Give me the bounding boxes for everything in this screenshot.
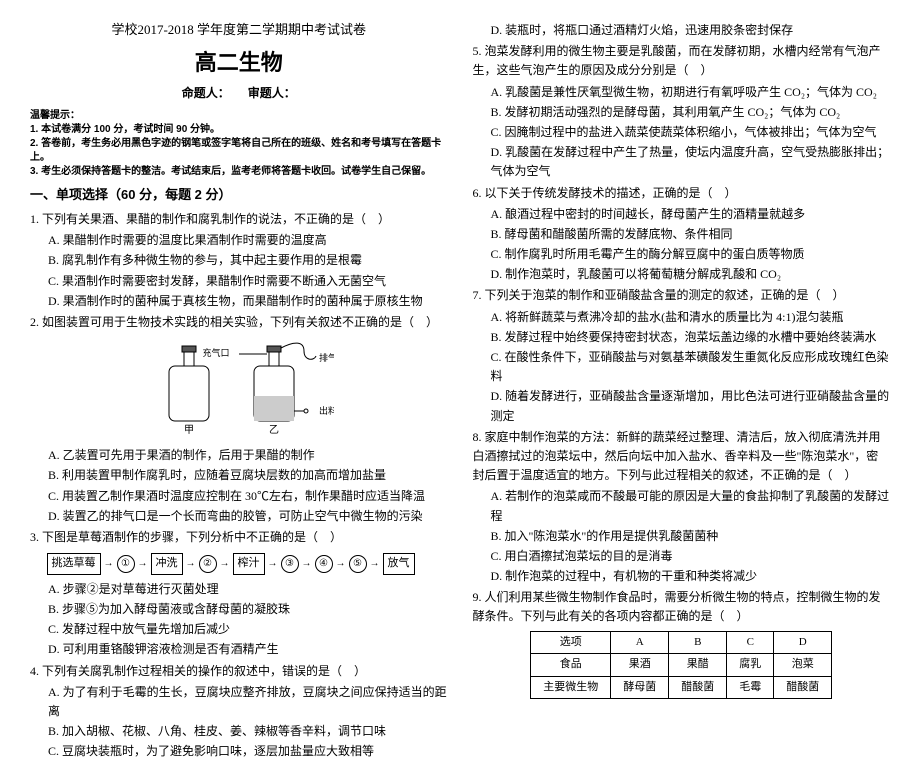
q8-a: A. 若制作的泡菜咸而不酸最可能的原因是大量的食盐抑制了乳酸菌的发酵过程 [473, 487, 891, 525]
th-3: C [727, 631, 774, 654]
hint-0: 温馨提示： [30, 109, 448, 123]
q8-b: B. 加入"陈泡菜水"的作用是提供乳酸菌菌种 [473, 527, 891, 546]
r0c2: 果醋 [669, 654, 727, 677]
hints: 温馨提示： 1. 本试卷满分 100 分，考试时间 90 分钟。 2. 答卷前，… [30, 109, 448, 179]
th-2: B [669, 631, 727, 654]
q3-stem: 3. 下图是草莓酒制作的步骤，下列分析中不正确的是（ ） [30, 528, 448, 547]
q4-a: A. 为了有利于毛霉的生长，豆腐块应整齐排放，豆腐块之间应保持适当的距离 [30, 683, 448, 721]
q7-b: B. 发酵过程中始终要保持密封状态，泡菜坛盖边缘的水槽中要始终装满水 [473, 328, 891, 347]
q3-c: C. 发酵过程中放气量先增加后减少 [30, 620, 448, 639]
q5-d: D. 乳酸菌在发酵过程中产生了热量，使坛内温度升高，空气受热膨胀排出；气体为空气 [473, 143, 891, 181]
q3-a: A. 步骤②是对草莓进行灭菌处理 [30, 580, 448, 599]
q6-d: D. 制作泡菜时，乳酸菌可以将葡萄糖分解成乳酸和 CO₂ [473, 265, 891, 284]
q2-c: C. 用装置乙制作果酒时温度应控制在 30℃左右，制作果醋时应适当降温 [30, 487, 448, 506]
flow-7: ⑤ [349, 555, 367, 573]
arrow: → [186, 556, 196, 572]
q3-b: B. 步骤⑤为加入酵母菌液或含酵母菌的凝胶珠 [30, 600, 448, 619]
header-line: 学校2017-2018 学年度第二学期期中考试试卷 [30, 20, 448, 41]
r0c0: 食品 [531, 654, 611, 677]
flow-1: ① [117, 555, 135, 573]
q7-stem: 7. 下列关于泡菜的制作和亚硝酸盐含量的测定的叙述，正确的是（ ） [473, 286, 891, 305]
q7-c: C. 在酸性条件下，亚硝酸盐与对氨基苯磺酸发生重氮化反应形成玫瑰红色染料 [473, 348, 891, 386]
r1c3: 毛霉 [727, 676, 774, 699]
flow-6: ④ [315, 555, 333, 573]
q6-b: B. 酵母菌和醋酸菌所需的发酵底物、条件相同 [473, 225, 891, 244]
label-exhaust: 排气口 [319, 352, 334, 363]
r1c0: 主要微生物 [531, 676, 611, 699]
r1c1: 酵母菌 [611, 676, 669, 699]
r0c4: 泡菜 [774, 654, 832, 677]
q2-d: D. 装置乙的排气口是一个长而弯曲的胶管，可防止空气中微生物的污染 [30, 507, 448, 526]
q5-b: B. 发酵初期活动强烈的是酵母菌，其利用氧产生 CO₂；气体为 CO₂ [473, 103, 891, 122]
label-air: 充气口 [202, 347, 229, 358]
q1-a: A. 果醋制作时需要的温度比果酒制作时需要的温度高 [30, 231, 448, 250]
label-b: 乙 [269, 424, 279, 436]
arrow: → [138, 556, 148, 572]
q4-b: B. 加入胡椒、花椒、八角、桂皮、姜、辣椒等香辛料，调节口味 [30, 722, 448, 741]
q8-c: C. 用白酒擦拭泡菜坛的目的是消毒 [473, 547, 891, 566]
label-a: 甲 [184, 425, 194, 436]
th-4: D [774, 631, 832, 654]
q1-d: D. 果酒制作时的菌种属于真核生物，而果醋制作时的菌种属于原核生物 [30, 292, 448, 311]
th-0: 选项 [531, 631, 611, 654]
flow-4: 榨汁 [233, 553, 265, 575]
hint-1: 1. 本试卷满分 100 分，考试时间 90 分钟。 [30, 123, 448, 137]
q2-stem: 2. 如图装置可用于生物技术实践的相关实验，下列有关叙述不正确的是（ ） [30, 313, 448, 332]
page-title: 高二生物 [30, 45, 448, 80]
arrow: → [104, 556, 114, 572]
q8-stem: 8. 家庭中制作泡菜的方法：新鲜的蔬菜经过整理、清洁后，放入彻底清洗并用白酒擦拭… [473, 428, 891, 486]
q6-c: C. 制作腐乳时所用毛霉产生的酶分解豆腐中的蛋白质等物质 [473, 245, 891, 264]
q8-d: D. 制作泡菜的过程中，有机物的干重和种类将减少 [473, 567, 891, 586]
arrow: → [268, 556, 278, 572]
q5-c: C. 因腌制过程中的盐进入蔬菜使蔬菜体积缩小，气体被排出；气体为空气 [473, 123, 891, 142]
flow-3: ② [199, 555, 217, 573]
q7-a: A. 将新鲜蔬菜与煮沸冷却的盐水(盐和清水的质量比为 4:1)混匀装瓶 [473, 308, 891, 327]
arrow: → [220, 556, 230, 572]
q2-figure: 甲 充气口 排气口 出料口 乙 [30, 336, 448, 442]
r0c3: 腐乳 [727, 654, 774, 677]
q7-d: D. 随着发酵进行，亚硝酸盐含量逐渐增加，用比色法可进行亚硝酸盐含量的测定 [473, 387, 891, 425]
flow-5: ③ [281, 555, 299, 573]
q1-b: B. 腐乳制作有多种微生物的参与，其中起主要作用的是根霉 [30, 251, 448, 270]
r1c2: 醋酸菌 [669, 676, 727, 699]
hint-3: 3. 考生必须保持答题卡的整洁。考试结束后，监考老师将答题卡收回。试卷学生自己保… [30, 165, 448, 179]
q6-stem: 6. 以下关于传统发酵技术的描述，正确的是（ ） [473, 184, 891, 203]
q5-stem: 5. 泡菜发酵利用的微生物主要是乳酸菌，而在发酵初期，水槽内经常有气泡产生，这些… [473, 42, 891, 80]
q2-a: A. 乙装置可先用于果酒的制作，后用于果醋的制作 [30, 446, 448, 465]
q9-stem: 9. 人们利用某些微生物制作食品时，需要分析微生物的特点，控制微生物的发酵条件。… [473, 588, 891, 626]
q1-stem: 1. 下列有关果酒、果醋的制作和腐乳制作的说法，不正确的是（ ） [30, 210, 448, 229]
q5-a: A. 乳酸菌是兼性厌氧型微生物，初期进行有氧呼吸产生 CO₂；气体为 CO₂ [473, 83, 891, 102]
subtitle: 命题人： 审题人： [30, 84, 448, 103]
flow-0: 挑选草莓 [47, 553, 101, 575]
hint-2: 2. 答卷前，考生务必用黑色字迹的钢笔或签字笔将自己所在的班级、姓名和考号填写在… [30, 137, 448, 165]
label-out: 出料口 [319, 405, 334, 416]
q3-flow: 挑选草莓 → ① → 冲洗 → ② → 榨汁 → ③ → ④ → ⑤ → 放气 [47, 553, 415, 575]
q4-c: C. 豆腐块装瓶时，为了避免影响口味，逐层加盐量应大致相等 [30, 742, 448, 761]
arrow: → [370, 556, 380, 572]
arrow: → [336, 556, 346, 572]
q2-b: B. 利用装置甲制作腐乳时，应随着豆腐块层数的加高而增加盐量 [30, 466, 448, 485]
q9-table: 选项 A B C D 食品 果酒 果醋 腐乳 泡菜 主要微生物 酵母菌 醋酸菌 … [530, 631, 832, 700]
arrow: → [302, 556, 312, 572]
section-1-head: 一、单项选择（60 分，每题 2 分） [30, 185, 448, 206]
flow-2: 冲洗 [151, 553, 183, 575]
q4-d: D. 装瓶时，将瓶口通过酒精灯火焰，迅速用胶条密封保存 [473, 21, 891, 40]
th-1: A [611, 631, 669, 654]
r1c4: 醋酸菌 [774, 676, 832, 699]
flow-8: 放气 [383, 553, 415, 575]
r0c1: 果酒 [611, 654, 669, 677]
q4-stem: 4. 下列有关腐乳制作过程相关的操作的叙述中，错误的是（ ） [30, 662, 448, 681]
q1-c: C. 果酒制作时需要密封发酵，果醋制作时需要不断通入无菌空气 [30, 272, 448, 291]
q6-a: A. 酿酒过程中密封的时间越长，酵母菌产生的酒精量就越多 [473, 205, 891, 224]
